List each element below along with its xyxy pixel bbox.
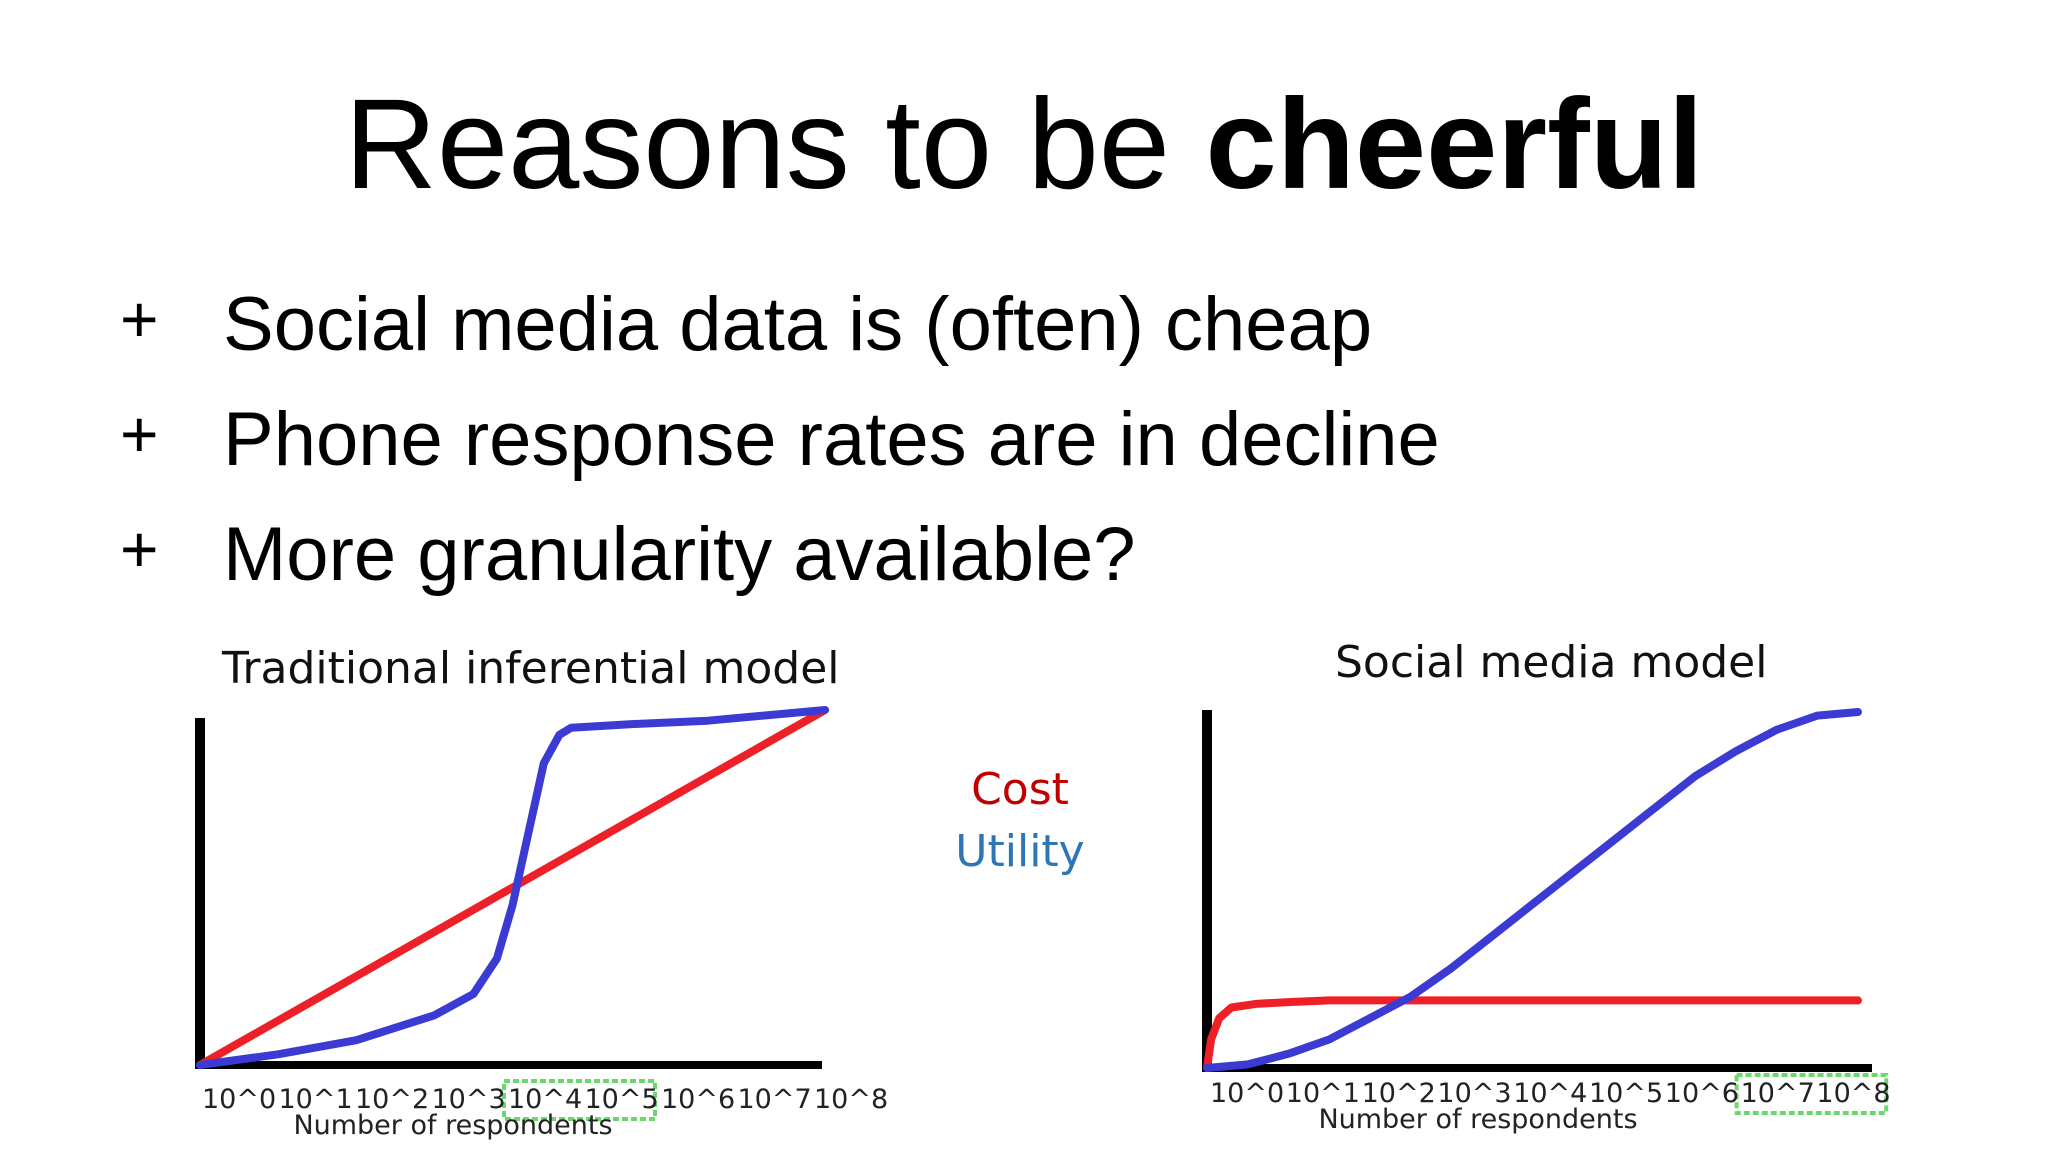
legend-utility: Utility <box>955 826 1085 877</box>
x-tick-label: 10^5 <box>1589 1078 1663 1109</box>
x-tick-label: 10^2 <box>355 1084 429 1115</box>
utility-series-line <box>1203 708 1862 1072</box>
x-tick-label: 10^0 <box>202 1084 276 1115</box>
x-tick-label: 10^6 <box>661 1084 735 1115</box>
x-tick-label: 10^8 <box>1816 1078 1890 1109</box>
plus-icon: + <box>120 282 159 356</box>
x-tick-label: 10^1 <box>1286 1078 1360 1109</box>
slide-title-regular: Reasons to be <box>344 73 1206 216</box>
x-axis-label: Number of respondents <box>293 1110 612 1141</box>
highlight-box <box>502 1079 657 1121</box>
plus-icon: + <box>120 397 159 471</box>
x-tick-label: 10^8 <box>814 1084 888 1115</box>
plus-icon: + <box>120 512 159 586</box>
x-tick-label: 10^3 <box>1437 1078 1511 1109</box>
x-tick-label: 10^4 <box>1513 1078 1587 1109</box>
x-tick-label: 10^1 <box>279 1084 353 1115</box>
bullet-text: Social media data is (often) cheap <box>223 282 1373 367</box>
x-tick-label: 10^5 <box>585 1084 659 1115</box>
x-tick-label: 10^6 <box>1665 1078 1739 1109</box>
slide-title: Reasons to be cheerful <box>0 70 2048 220</box>
cost-series-line <box>1203 996 1862 1072</box>
x-tick-label: 10^7 <box>738 1084 812 1115</box>
x-tick-label: 10^4 <box>508 1084 582 1115</box>
chart-title-social: Social media model <box>1335 637 1768 688</box>
x-axis-label: Number of respondents <box>1318 1104 1637 1135</box>
x-tick-label: 10^2 <box>1362 1078 1436 1109</box>
x-tick-label: 10^7 <box>1741 1078 1815 1109</box>
x-tick-label: 10^3 <box>432 1084 506 1115</box>
highlight-box <box>1734 1073 1889 1115</box>
x-tick-label: 10^0 <box>1210 1078 1284 1109</box>
bullet-text: Phone response rates are in decline <box>223 397 1440 482</box>
bullet-text: More granularity available? <box>223 512 1136 597</box>
utility-series-line <box>196 706 829 1069</box>
chart-title-traditional: Traditional inferential model <box>222 643 840 694</box>
legend-cost: Cost <box>971 764 1069 815</box>
slide-title-bold: cheerful <box>1205 73 1704 216</box>
